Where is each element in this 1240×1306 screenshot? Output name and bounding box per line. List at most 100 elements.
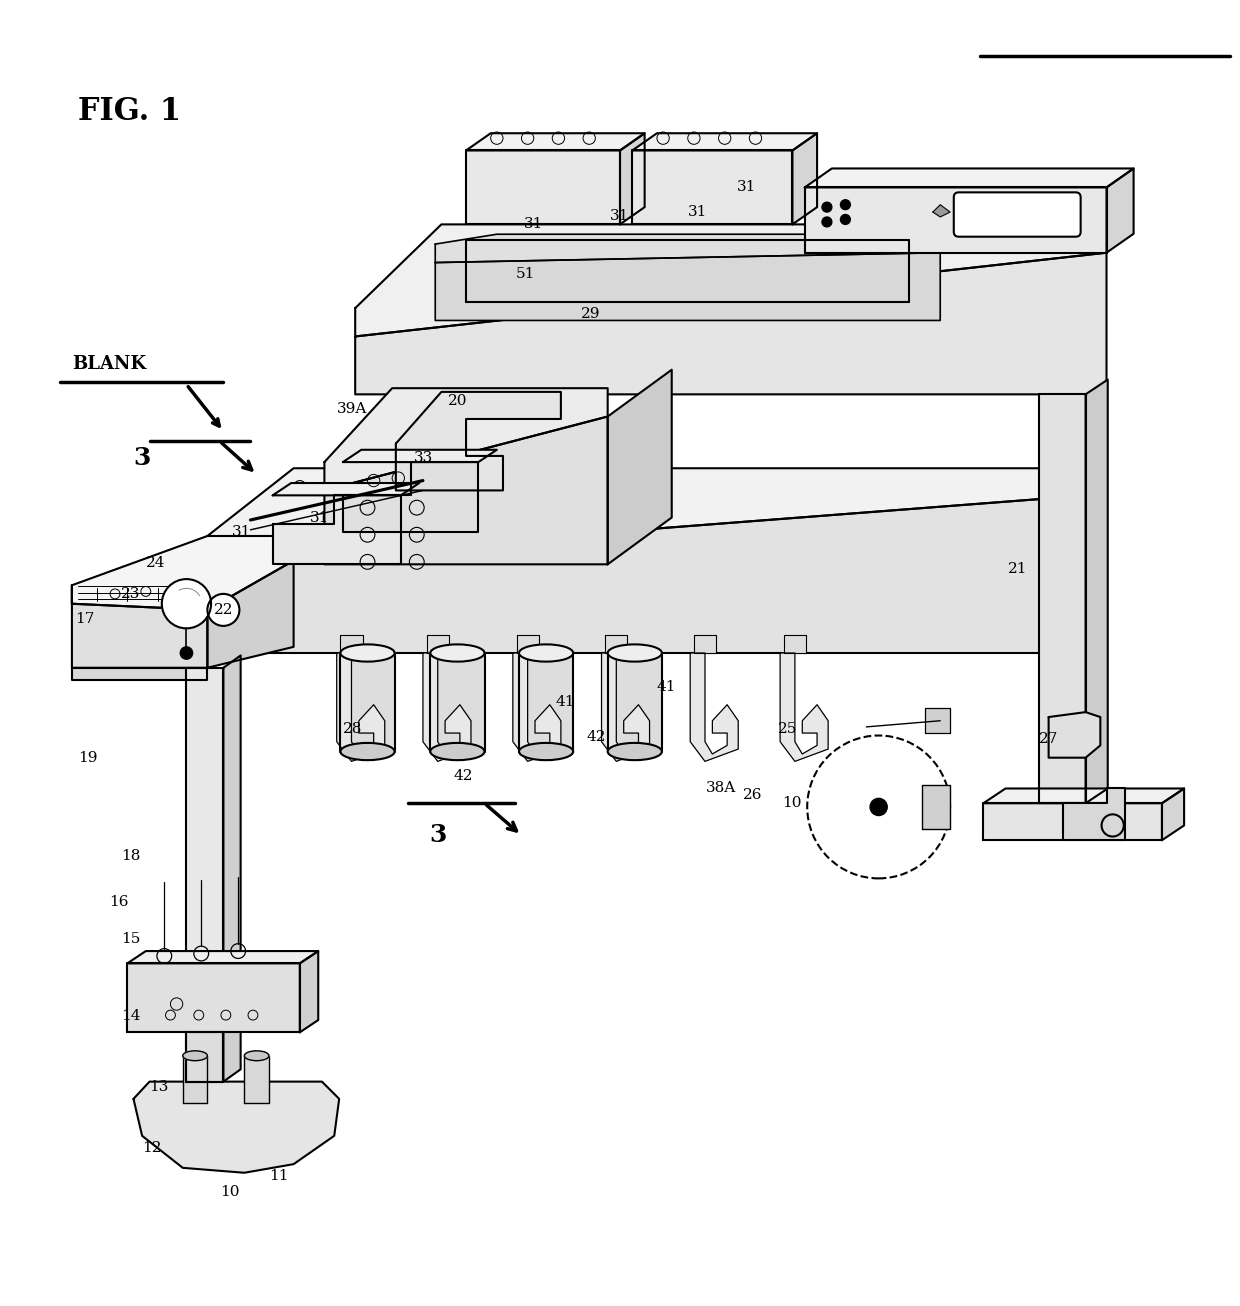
Polygon shape	[932, 205, 950, 217]
Text: 17: 17	[76, 611, 95, 626]
Text: 28: 28	[343, 722, 362, 737]
Text: 15: 15	[122, 931, 140, 946]
Polygon shape	[423, 653, 471, 761]
Polygon shape	[921, 785, 950, 829]
Circle shape	[161, 579, 211, 628]
Polygon shape	[1049, 712, 1100, 757]
Polygon shape	[435, 252, 940, 320]
Text: 20: 20	[448, 393, 467, 407]
Text: 33: 33	[414, 452, 434, 465]
Text: 29: 29	[580, 307, 600, 321]
Polygon shape	[784, 635, 806, 653]
Polygon shape	[128, 951, 319, 964]
Ellipse shape	[520, 743, 573, 760]
Polygon shape	[341, 635, 362, 653]
Ellipse shape	[430, 743, 485, 760]
Circle shape	[841, 200, 851, 209]
Ellipse shape	[182, 1051, 207, 1060]
Ellipse shape	[430, 644, 485, 662]
Polygon shape	[1039, 394, 1085, 803]
Polygon shape	[427, 635, 449, 653]
Ellipse shape	[520, 644, 573, 662]
Polygon shape	[435, 234, 940, 263]
Polygon shape	[223, 656, 241, 1081]
Polygon shape	[517, 635, 538, 653]
Polygon shape	[805, 188, 1106, 252]
Polygon shape	[244, 1055, 269, 1102]
Polygon shape	[691, 653, 738, 761]
Polygon shape	[1106, 168, 1133, 252]
Polygon shape	[620, 133, 645, 225]
Polygon shape	[128, 964, 300, 1032]
Ellipse shape	[608, 644, 662, 662]
Polygon shape	[396, 392, 560, 491]
Polygon shape	[780, 653, 828, 761]
Text: 38A: 38A	[707, 781, 737, 795]
Polygon shape	[182, 1055, 207, 1102]
Polygon shape	[608, 653, 662, 751]
Polygon shape	[466, 150, 620, 225]
Polygon shape	[134, 1081, 340, 1173]
Text: 10: 10	[219, 1186, 239, 1199]
Text: 18: 18	[122, 849, 140, 863]
Ellipse shape	[608, 743, 662, 760]
Text: 11: 11	[269, 1169, 289, 1183]
Text: 12: 12	[143, 1141, 161, 1155]
Text: 23: 23	[122, 586, 140, 601]
Polygon shape	[337, 653, 384, 761]
Text: 3: 3	[429, 823, 446, 848]
Polygon shape	[1064, 789, 1125, 840]
Text: 16: 16	[109, 895, 129, 909]
Text: 41: 41	[657, 680, 677, 695]
Polygon shape	[72, 585, 207, 667]
Text: 10: 10	[782, 797, 802, 810]
Polygon shape	[355, 225, 1106, 337]
Text: 25: 25	[777, 722, 797, 737]
Polygon shape	[694, 635, 715, 653]
Text: 27: 27	[1039, 733, 1058, 746]
Polygon shape	[792, 133, 817, 225]
Circle shape	[870, 798, 888, 815]
Polygon shape	[273, 495, 401, 564]
Text: 39A: 39A	[337, 402, 367, 417]
Text: 41: 41	[556, 695, 575, 709]
Polygon shape	[805, 168, 1133, 188]
Polygon shape	[983, 803, 1162, 840]
Polygon shape	[513, 653, 560, 761]
Ellipse shape	[244, 1051, 269, 1060]
Polygon shape	[72, 667, 207, 680]
Polygon shape	[207, 495, 1087, 653]
Text: 14: 14	[122, 1010, 140, 1024]
Polygon shape	[983, 789, 1184, 803]
Text: 31: 31	[610, 209, 630, 223]
Text: 26: 26	[743, 788, 763, 802]
Text: 31: 31	[688, 205, 707, 219]
Polygon shape	[605, 635, 627, 653]
Circle shape	[822, 202, 832, 212]
Polygon shape	[207, 560, 294, 667]
Text: 31: 31	[310, 511, 329, 525]
Polygon shape	[325, 417, 608, 564]
Text: 3: 3	[134, 447, 151, 470]
Polygon shape	[343, 462, 479, 533]
Polygon shape	[632, 150, 792, 225]
Polygon shape	[207, 469, 1087, 563]
Ellipse shape	[341, 743, 394, 760]
Polygon shape	[273, 483, 419, 495]
Text: 24: 24	[146, 556, 165, 571]
Text: 31: 31	[232, 525, 252, 539]
FancyBboxPatch shape	[954, 192, 1080, 236]
Text: 19: 19	[78, 751, 98, 765]
Polygon shape	[632, 133, 817, 150]
Polygon shape	[72, 535, 294, 610]
Polygon shape	[343, 449, 497, 462]
Polygon shape	[325, 388, 608, 491]
Polygon shape	[430, 653, 485, 751]
Ellipse shape	[341, 644, 394, 662]
Polygon shape	[601, 653, 650, 761]
Text: 31: 31	[737, 180, 756, 195]
Polygon shape	[186, 1032, 223, 1081]
Polygon shape	[355, 252, 1106, 394]
Polygon shape	[1085, 380, 1107, 803]
Text: 13: 13	[150, 1080, 169, 1093]
